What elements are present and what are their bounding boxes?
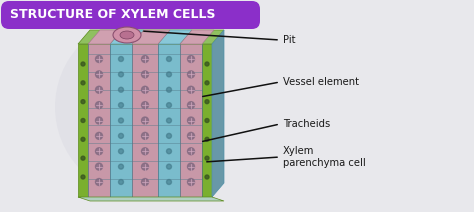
Circle shape	[188, 102, 194, 109]
Circle shape	[166, 164, 172, 169]
Circle shape	[188, 163, 194, 170]
Circle shape	[95, 71, 102, 78]
Circle shape	[142, 56, 148, 63]
Circle shape	[205, 175, 209, 179]
Circle shape	[95, 102, 102, 109]
Circle shape	[118, 149, 124, 154]
Circle shape	[188, 56, 194, 63]
FancyBboxPatch shape	[1, 1, 260, 29]
Circle shape	[205, 137, 209, 141]
Circle shape	[188, 132, 194, 139]
Polygon shape	[212, 30, 224, 197]
Circle shape	[118, 57, 124, 61]
Text: Pit: Pit	[283, 35, 295, 45]
Circle shape	[81, 156, 85, 160]
Ellipse shape	[120, 31, 134, 39]
Circle shape	[166, 133, 172, 138]
Text: Vessel element: Vessel element	[283, 77, 359, 87]
Ellipse shape	[113, 27, 141, 43]
Polygon shape	[132, 30, 170, 44]
Circle shape	[118, 164, 124, 169]
Circle shape	[166, 180, 172, 184]
Circle shape	[81, 100, 85, 104]
Circle shape	[166, 103, 172, 108]
Circle shape	[166, 87, 172, 92]
Polygon shape	[110, 44, 132, 197]
Circle shape	[188, 179, 194, 186]
Circle shape	[188, 71, 194, 78]
Circle shape	[81, 137, 85, 141]
Circle shape	[142, 148, 148, 155]
Circle shape	[205, 81, 209, 85]
Circle shape	[81, 81, 85, 85]
Circle shape	[166, 118, 172, 123]
Polygon shape	[158, 44, 180, 197]
Circle shape	[118, 133, 124, 138]
Text: Xylem
parenchyma cell: Xylem parenchyma cell	[283, 146, 366, 168]
Circle shape	[166, 149, 172, 154]
Circle shape	[188, 148, 194, 155]
Circle shape	[118, 72, 124, 77]
Circle shape	[142, 163, 148, 170]
Circle shape	[205, 100, 209, 104]
Circle shape	[188, 117, 194, 124]
Polygon shape	[78, 44, 88, 197]
Circle shape	[95, 163, 102, 170]
Polygon shape	[110, 30, 144, 44]
Circle shape	[142, 86, 148, 93]
Circle shape	[205, 119, 209, 123]
Circle shape	[166, 72, 172, 77]
Circle shape	[142, 71, 148, 78]
Circle shape	[118, 180, 124, 184]
Circle shape	[95, 117, 102, 124]
Circle shape	[95, 86, 102, 93]
Circle shape	[95, 132, 102, 139]
Circle shape	[95, 148, 102, 155]
Polygon shape	[180, 30, 214, 44]
Polygon shape	[180, 44, 202, 197]
Circle shape	[118, 103, 124, 108]
Circle shape	[166, 57, 172, 61]
Circle shape	[142, 102, 148, 109]
Polygon shape	[158, 30, 192, 44]
Polygon shape	[88, 44, 110, 197]
Circle shape	[205, 156, 209, 160]
Circle shape	[118, 87, 124, 92]
Circle shape	[142, 179, 148, 186]
Circle shape	[142, 132, 148, 139]
Circle shape	[81, 175, 85, 179]
Polygon shape	[78, 30, 224, 44]
Circle shape	[81, 62, 85, 66]
Circle shape	[205, 62, 209, 66]
Circle shape	[188, 86, 194, 93]
Text: STRUCTURE OF XYLEM CELLS: STRUCTURE OF XYLEM CELLS	[10, 8, 216, 21]
Polygon shape	[202, 44, 212, 197]
Circle shape	[142, 117, 148, 124]
Polygon shape	[132, 44, 158, 197]
Polygon shape	[88, 30, 122, 44]
Polygon shape	[78, 197, 224, 201]
Text: Tracheids: Tracheids	[283, 119, 330, 129]
Circle shape	[95, 179, 102, 186]
Circle shape	[81, 119, 85, 123]
Circle shape	[95, 56, 102, 63]
Circle shape	[118, 118, 124, 123]
Ellipse shape	[55, 20, 225, 194]
